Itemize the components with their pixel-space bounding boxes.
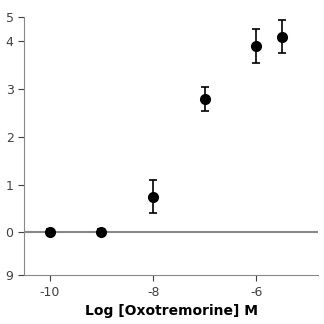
X-axis label: Log [Oxotremorine] M: Log [Oxotremorine] M xyxy=(85,305,258,318)
